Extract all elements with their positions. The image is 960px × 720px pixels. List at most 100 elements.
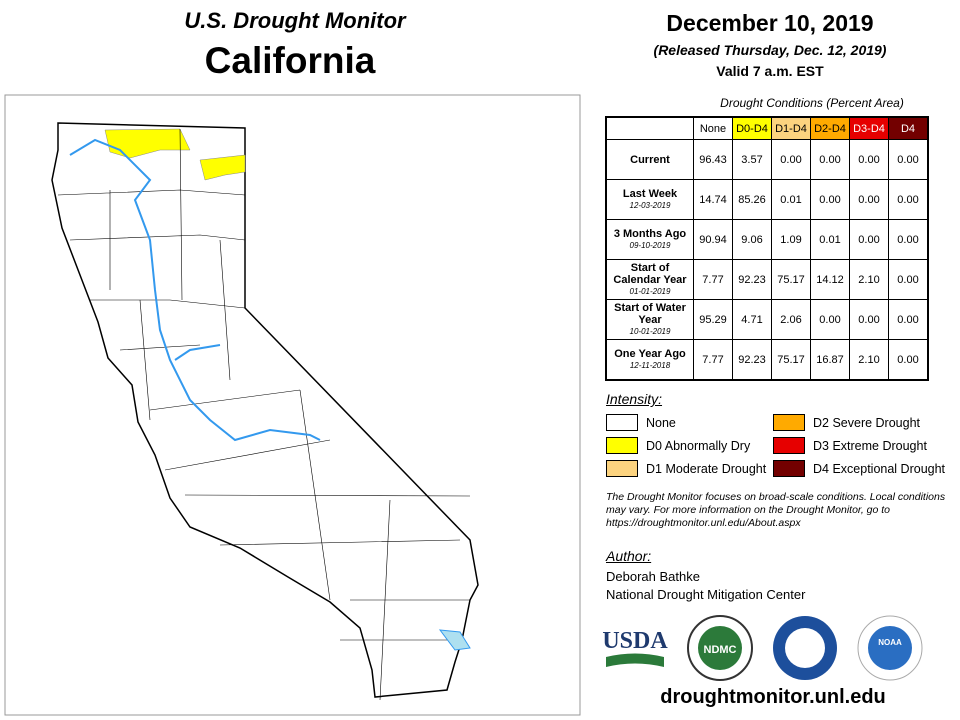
- column-header: D4: [888, 116, 929, 140]
- cell-value: 92.23: [732, 259, 772, 300]
- intensity-title: Intensity:: [606, 391, 663, 407]
- cell-value: 0.00: [849, 219, 889, 260]
- legend-label: D0 Abnormally Dry: [646, 438, 751, 453]
- row-label-cell: Current: [605, 139, 694, 180]
- header-row: None D0-D4 D1-D4 D2-D4 D3-D4 D4: [606, 116, 929, 140]
- legend-swatch: [606, 437, 638, 454]
- table-row: Start of Water Year 10-01-2019 95.29 4.71 2.…: [605, 299, 929, 340]
- row-date: 12-11-2018: [629, 360, 671, 370]
- author-title: Author:: [606, 548, 652, 564]
- cell-value: 2.10: [849, 339, 889, 381]
- noaa-logo: NOAA: [878, 638, 902, 647]
- cell-value: 0.00: [810, 179, 850, 220]
- row-label-cell: One Year Ago 12-11-2018: [605, 339, 694, 381]
- table-row: Last Week 12-03-2019 14.74 85.26 0.01 0.00 0.0…: [605, 179, 929, 220]
- map: [4, 94, 581, 716]
- legend-item: D0 Abnormally Dry: [606, 437, 750, 454]
- row-date: 12-03-2019: [629, 200, 671, 210]
- lake: [438, 629, 471, 651]
- row-label: 3 Months Ago: [613, 227, 687, 240]
- cell-value: 3.57: [732, 139, 772, 180]
- state-outline: [51, 122, 479, 698]
- cell-value: 2.10: [849, 259, 889, 300]
- legend-label: D4 Exceptional Drought: [813, 461, 946, 476]
- legend-label: None: [646, 415, 676, 430]
- cell-value: 0.01: [810, 219, 850, 260]
- column-header: D3-D4: [849, 116, 889, 140]
- note: The Drought Monitor focuses on broad-sca…: [606, 491, 946, 529]
- title: U.S. Drought Monitor: [184, 8, 406, 33]
- table-row: Start of Calendar Year 01-01-2019 7.77 92.2…: [605, 259, 929, 300]
- row-label: Start of Calendar Year: [613, 261, 687, 286]
- column-header: None: [693, 116, 733, 140]
- row-date: 09-10-2019: [629, 240, 671, 250]
- cell-value: 75.17: [771, 339, 811, 381]
- legend-item: D1 Moderate Drought: [606, 460, 766, 477]
- table-row: One Year Ago 12-11-2018 7.77 92.23 75.17 16.8…: [605, 339, 929, 381]
- row-label: Start of Water Year: [614, 301, 686, 326]
- blank-cell: [606, 117, 694, 140]
- cell-value: 2.06: [771, 299, 811, 340]
- table-row: 3 Months Ago 09-10-2019 90.94 9.06 1.09 0.01 0…: [605, 219, 929, 260]
- column-header: D1-D4: [771, 116, 811, 140]
- valid: Valid 7 a.m. EST: [716, 63, 824, 79]
- legend-item: D2 Severe Drought: [773, 414, 920, 431]
- usda-logo: USDA: [602, 628, 668, 654]
- date: December 10, 2019: [666, 10, 874, 36]
- row-label-cell: Start of Calendar Year 01-01-2019: [605, 259, 694, 300]
- legend-swatch: [606, 414, 638, 431]
- cell-value: 4.71: [732, 299, 772, 340]
- county-lines: [57, 128, 471, 701]
- ndmc-logo: NDMC: [704, 644, 737, 656]
- row-label: One Year Ago: [614, 347, 686, 360]
- row-date: 10-01-2019: [629, 326, 671, 336]
- cell-value: 16.87: [810, 339, 850, 381]
- cell-value: 0.00: [849, 179, 889, 220]
- state-name: California: [204, 40, 376, 81]
- rivers: [69, 138, 321, 442]
- cell-value: 92.23: [732, 339, 772, 381]
- cell-value: 7.77: [693, 339, 733, 381]
- author-org: National Drought Mitigation Center: [606, 587, 806, 602]
- legend-swatch: [773, 414, 805, 431]
- cell-value: 0.00: [771, 139, 811, 180]
- table-caption: Drought Conditions (Percent Area): [720, 96, 904, 110]
- cell-value: 0.00: [888, 179, 929, 220]
- legend-swatch: [773, 460, 805, 477]
- cell-value: 1.09: [771, 219, 811, 260]
- cell-value: 0.00: [888, 339, 929, 381]
- table-row: Current 96.43 3.57 0.00 0.00 0.00 0.00: [605, 139, 929, 180]
- legend-swatch: [606, 460, 638, 477]
- usda-swoosh: [606, 653, 664, 667]
- cell-value: 85.26: [732, 179, 772, 220]
- cell-value: 0.00: [810, 299, 850, 340]
- released: (Released Thursday, Dec. 12, 2019): [653, 42, 887, 58]
- row-label: Last Week: [622, 187, 678, 200]
- cell-value: 0.00: [888, 139, 929, 180]
- cell-value: 9.06: [732, 219, 772, 260]
- row-label-cell: Last Week 12-03-2019: [605, 179, 694, 220]
- row-label-cell: Start of Water Year 10-01-2019: [605, 299, 694, 340]
- legend-label: D2 Severe Drought: [813, 415, 921, 430]
- cell-value: 96.43: [693, 139, 733, 180]
- cell-value: 0.00: [888, 259, 929, 300]
- column-header: D0-D4: [732, 116, 772, 140]
- legend-item: None: [606, 414, 676, 431]
- legend-swatch: [773, 437, 805, 454]
- noaa-core: [868, 626, 912, 670]
- legend-item: D4 Exceptional Drought: [773, 460, 945, 477]
- row-label: Current: [630, 153, 670, 166]
- author-name: Deborah Bathke: [606, 569, 700, 584]
- row-label-cell: 3 Months Ago 09-10-2019: [605, 219, 694, 260]
- cell-value: 0.00: [810, 139, 850, 180]
- cell-value: 7.77: [693, 259, 733, 300]
- cell-value: 0.01: [771, 179, 811, 220]
- cell-value: 0.00: [888, 299, 929, 340]
- column-header: D2-D4: [810, 116, 850, 140]
- logos: USDA NDMC NOAA: [602, 615, 923, 681]
- map-frame: [4, 94, 581, 716]
- footer-url: droughtmonitor.unl.edu: [660, 686, 886, 708]
- legend-label: D3 Extreme Drought: [813, 438, 927, 453]
- cell-value: 75.17: [771, 259, 811, 300]
